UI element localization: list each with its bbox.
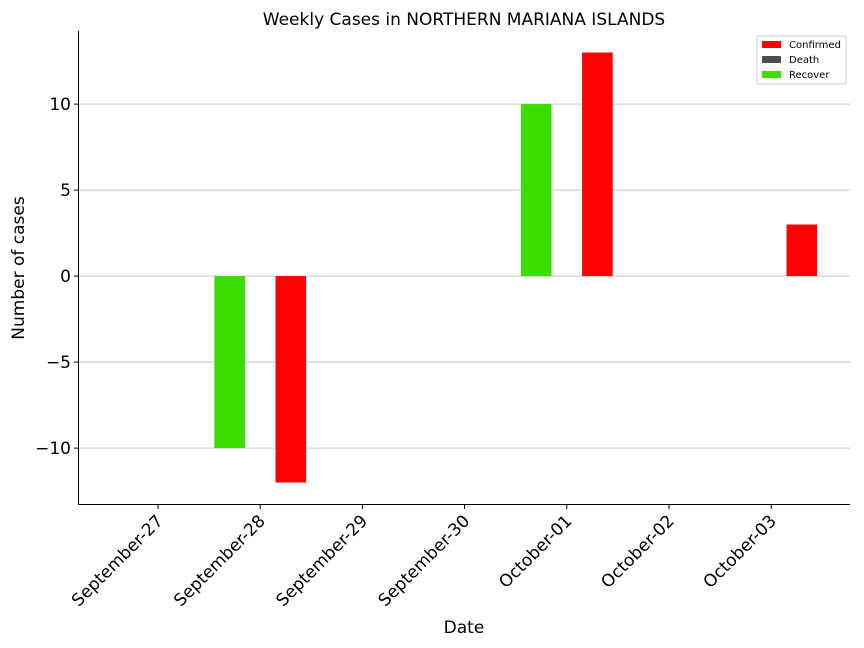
y-ticks: −10 −5 0 5 10 bbox=[35, 95, 79, 459]
bar-confirmed bbox=[786, 224, 818, 277]
legend-swatch-recover bbox=[762, 71, 781, 78]
x-tick-label: October-02 bbox=[597, 511, 678, 592]
bar-recover bbox=[214, 276, 245, 449]
legend-label-death: Death bbox=[789, 55, 819, 66]
y-axis-label: Number of cases bbox=[9, 196, 29, 340]
x-tick-label: September-27 bbox=[68, 511, 167, 610]
legend: Confirmed Death Recover bbox=[756, 35, 847, 85]
x-tick-label: October-01 bbox=[495, 511, 576, 592]
bar-confirmed bbox=[582, 52, 613, 277]
legend-swatch-death bbox=[762, 56, 781, 63]
bar-confirmed bbox=[275, 276, 307, 483]
y-tick-label: 0 bbox=[60, 267, 71, 287]
chart-title: Weekly Cases in NORTHERN MARIANA ISLANDS bbox=[263, 10, 665, 30]
legend-label-recover: Recover bbox=[789, 70, 830, 81]
y-gridlines bbox=[79, 103, 850, 449]
x-tick-label: September-28 bbox=[170, 511, 269, 610]
bars bbox=[214, 52, 818, 483]
x-tick-label: September-29 bbox=[272, 511, 371, 610]
legend-swatch-confirmed bbox=[762, 41, 781, 48]
x-ticks: September-27 September-28 September-29 Sept… bbox=[68, 504, 781, 611]
y-tick-label: −10 bbox=[35, 439, 71, 459]
x-tick-label: October-03 bbox=[700, 511, 781, 592]
axes bbox=[78, 31, 850, 505]
x-tick-label: September-30 bbox=[375, 511, 474, 610]
bar-recover bbox=[520, 104, 552, 277]
y-tick-label: 5 bbox=[60, 181, 71, 201]
x-axis-label: Date bbox=[444, 618, 485, 638]
y-tick-label: −5 bbox=[46, 353, 71, 373]
y-tick-label: 10 bbox=[49, 95, 71, 115]
legend-label-confirmed: Confirmed bbox=[789, 40, 841, 51]
